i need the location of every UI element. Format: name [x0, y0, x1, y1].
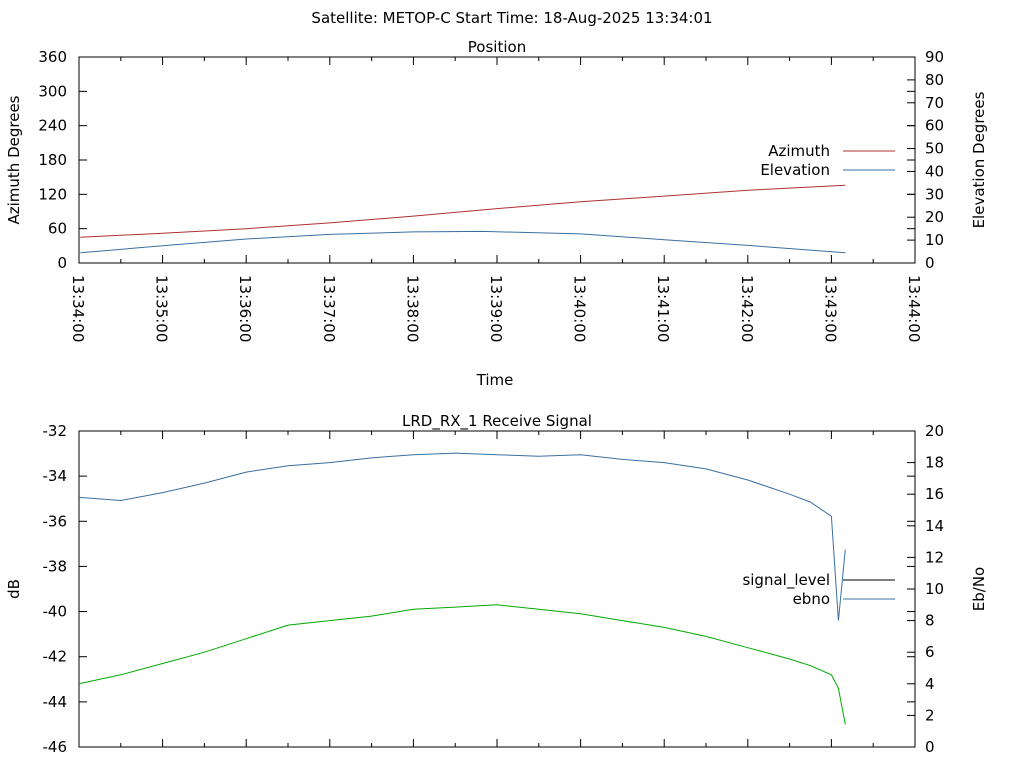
left-axis-tick-label: -34 [43, 467, 68, 485]
right-axis-tick-label: 6 [925, 643, 935, 661]
x-axis-tick-label: 13:43:00 [821, 275, 839, 342]
left-axis-tick-label: 180 [38, 151, 67, 169]
legend-label-ebno: ebno [793, 590, 830, 608]
right-axis-tick-label: 4 [925, 675, 935, 693]
right-axis-tick-label: 18 [925, 454, 944, 472]
position-right-axis-label: Elevation Degrees [970, 91, 988, 228]
x-axis-tick-label: 13:40:00 [571, 275, 589, 342]
x-axis-tick-label: 13:34:00 [69, 275, 87, 342]
left-axis-tick-label: -44 [43, 693, 68, 711]
right-axis-tick-label: 2 [925, 706, 935, 724]
left-axis-tick-label: -40 [43, 603, 68, 621]
right-axis-tick-label: 10 [925, 580, 944, 598]
right-axis-tick-label: 14 [925, 517, 944, 535]
right-axis-tick-label: 8 [925, 612, 935, 630]
right-axis-tick-label: 60 [925, 117, 944, 135]
right-axis-tick-label: 80 [925, 71, 944, 89]
legend-label-signal_level: signal_level [742, 571, 830, 590]
x-axis-tick-label: 13:38:00 [403, 275, 421, 342]
x-axis-tick-label: 13:44:00 [905, 275, 923, 342]
series-line-Azimuth [80, 184, 846, 238]
right-axis-tick-label: 0 [925, 254, 935, 272]
right-axis-tick-label: 10 [925, 231, 944, 249]
x-axis-tick-label: 13:36:00 [236, 275, 254, 342]
legend-label-Azimuth: Azimuth [768, 142, 830, 160]
x-axis-tick-label: 13:37:00 [320, 275, 338, 342]
left-axis-tick-label: -42 [43, 648, 68, 666]
left-axis-tick-label: 240 [38, 117, 67, 135]
left-axis-tick-label: -36 [43, 512, 68, 530]
series-line-Elevation [80, 230, 846, 254]
receive-signal-chart: LRD_RX_1 Receive Signal dB Eb/No -32 -34 -… [5, 412, 988, 756]
right-axis-tick-label: 50 [925, 140, 944, 158]
right-axis-tick-label: 12 [925, 548, 944, 566]
x-axis-tick-label: 13:41:00 [654, 275, 672, 342]
position-x-axis-label: Time [476, 371, 514, 389]
left-axis-tick-label: 120 [38, 185, 67, 203]
receive-signal-chart-title: LRD_RX_1 Receive Signal [402, 412, 592, 431]
left-axis-tick-label: 0 [57, 254, 67, 272]
right-axis-tick-label: 0 [925, 738, 935, 756]
right-axis-tick-label: 30 [925, 185, 944, 203]
left-axis-tick-label: 300 [38, 82, 67, 100]
right-axis-tick-label: 20 [925, 208, 944, 226]
position-chart-title: Position [468, 38, 526, 56]
x-axis-tick-label: 13:42:00 [738, 275, 756, 342]
page-title: Satellite: METOP-C Start Time: 18-Aug-20… [311, 9, 712, 27]
position-chart: Position Azimuth Degrees Elevation Degre… [5, 38, 988, 389]
right-axis-tick-label: 16 [925, 485, 944, 503]
receive-signal-plot-frame [78, 430, 916, 748]
left-axis-tick-label: 360 [38, 48, 67, 66]
position-left-axis-label: Azimuth Degrees [5, 95, 23, 224]
left-axis-tick-label: -32 [43, 422, 68, 440]
x-axis-tick-label: 13:35:00 [153, 275, 171, 342]
receive-signal-left-axis-label: dB [5, 579, 23, 599]
receive-signal-right-axis-label: Eb/No [970, 567, 988, 611]
right-axis-tick-label: 70 [925, 94, 944, 112]
right-axis-tick-label: 40 [925, 162, 944, 180]
left-axis-tick-label: -38 [43, 557, 68, 575]
left-axis-tick-label: -46 [43, 738, 68, 756]
left-axis-tick-label: 60 [48, 220, 67, 238]
series-line-ebno [78, 452, 846, 621]
x-axis-tick-label: 13:39:00 [487, 275, 505, 342]
right-axis-tick-label: 20 [925, 422, 944, 440]
right-axis-tick-label: 90 [925, 48, 944, 66]
legend-label-Elevation: Elevation [760, 161, 830, 179]
series-line-unnamed [78, 604, 846, 725]
